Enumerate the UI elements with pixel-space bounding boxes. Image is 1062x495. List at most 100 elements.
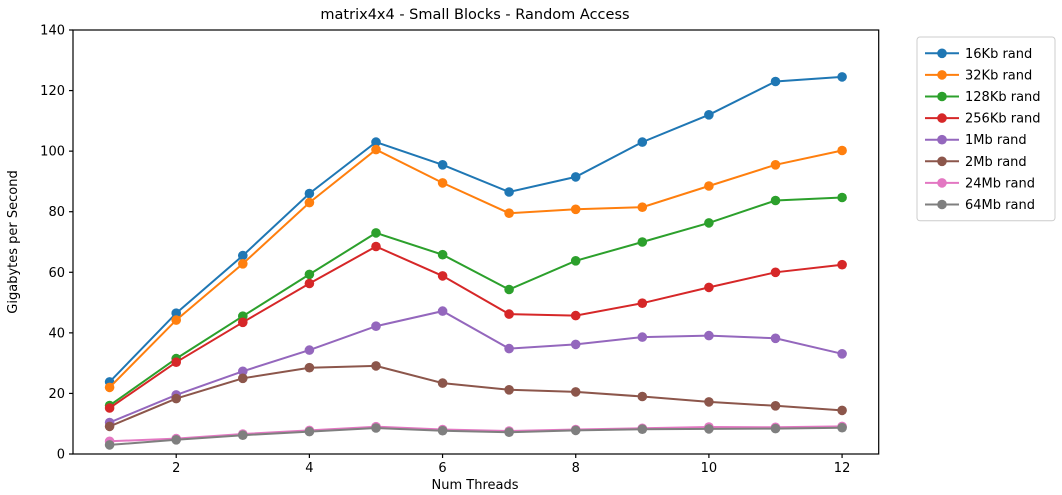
data-series — [104, 72, 847, 450]
legend-label: 2Mb rand — [965, 155, 1027, 170]
legend-item-1mb-rand: 1Mb rand — [925, 133, 1027, 148]
data-point-64mb-rand — [437, 425, 448, 436]
data-point-128kb-rand — [371, 228, 381, 238]
data-point-64mb-rand — [371, 423, 381, 433]
x-tick-label: 8 — [572, 461, 580, 476]
data-point-64mb-rand — [238, 430, 248, 441]
data-point-256kb-rand — [171, 357, 181, 368]
legend-circle-marker — [937, 70, 947, 80]
series-line-256kb-rand — [109, 245, 843, 409]
data-point-64mb-rand — [837, 422, 847, 433]
data-point-256kb-rand — [238, 317, 248, 328]
legend-label: 32Kb rand — [965, 68, 1032, 83]
data-point-16kb-rand — [171, 308, 181, 319]
legend-label: 64Mb rand — [965, 198, 1035, 213]
legend-item-32kb-rand: 32Kb rand — [925, 68, 1032, 83]
data-point-16kb-rand — [371, 137, 381, 147]
legend-circle-marker — [937, 113, 947, 123]
y-tick-label: 140 — [40, 24, 65, 39]
data-point-64mb-rand — [504, 427, 514, 438]
data-point-32kb-rand — [437, 178, 448, 188]
data-point-64mb-rand — [704, 424, 714, 434]
data-point-128kb-rand — [437, 249, 448, 260]
data-point-1mb-rand — [304, 345, 315, 355]
data-point-256kb-rand — [637, 298, 648, 309]
data-point-2mb-rand — [770, 401, 781, 411]
x-axis-label: Num Threads — [432, 478, 519, 493]
data-point-2mb-rand — [704, 397, 714, 407]
data-point-2mb-rand — [570, 387, 581, 397]
data-point-2mb-rand — [504, 385, 514, 395]
data-point-32kb-rand — [504, 208, 514, 218]
data-point-16kb-rand — [304, 188, 315, 199]
data-point-16kb-rand — [437, 160, 448, 170]
data-point-64mb-rand — [171, 435, 181, 445]
data-point-64mb-rand — [637, 424, 648, 435]
data-point-2mb-rand — [437, 378, 448, 388]
data-point-16kb-rand — [504, 187, 514, 197]
data-point-2mb-rand — [104, 421, 115, 432]
y-tick-label: 20 — [48, 387, 65, 402]
series-line-16kb-rand — [108, 75, 843, 383]
plot-frame — [72, 29, 880, 455]
data-point-256kb-rand — [304, 278, 315, 289]
data-point-2mb-rand — [171, 393, 181, 404]
data-point-256kb-rand — [770, 267, 781, 278]
data-point-256kb-rand — [570, 310, 581, 321]
data-point-1mb-rand — [570, 339, 581, 350]
legend-circle-marker — [937, 48, 947, 59]
data-point-1mb-rand — [637, 332, 648, 342]
series-line-64mb-rand — [109, 426, 843, 446]
chart-title: matrix4x4 - Small Blocks - Random Access — [320, 7, 629, 23]
series-line-24mb-rand — [109, 425, 843, 443]
series-line-32kb-rand — [108, 148, 843, 389]
data-point-2mb-rand — [837, 405, 847, 416]
data-point-256kb-rand — [704, 282, 714, 293]
data-point-32kb-rand — [238, 259, 248, 269]
data-point-1mb-rand — [770, 333, 781, 344]
legend-label: 16Kb rand — [965, 47, 1032, 62]
data-point-128kb-rand — [570, 255, 581, 266]
data-point-128kb-rand — [837, 192, 847, 203]
y-tick-label: 0 — [57, 448, 65, 463]
y-tick-label: 80 — [48, 205, 65, 220]
legend-label: 1Mb rand — [965, 133, 1027, 148]
data-point-128kb-rand — [704, 218, 714, 228]
data-point-16kb-rand — [837, 72, 847, 82]
data-point-2mb-rand — [304, 362, 315, 373]
x-tick-label: 2 — [172, 461, 180, 476]
data-point-128kb-rand — [504, 284, 514, 295]
data-point-16kb-rand — [704, 110, 714, 120]
y-tick-label: 100 — [40, 145, 65, 160]
data-point-64mb-rand — [304, 426, 315, 437]
data-point-64mb-rand — [104, 440, 115, 450]
data-point-1mb-rand — [238, 366, 248, 377]
data-point-256kb-rand — [504, 309, 514, 319]
data-point-16kb-rand — [570, 172, 581, 182]
data-point-256kb-rand — [437, 271, 448, 281]
data-point-1mb-rand — [837, 349, 847, 359]
data-point-16kb-rand — [770, 76, 781, 87]
data-point-128kb-rand — [770, 195, 781, 206]
legend-circle-marker — [937, 199, 947, 210]
legend-label: 24Mb rand — [965, 176, 1035, 191]
legend-item-64mb-rand: 64Mb rand — [925, 198, 1035, 213]
data-point-64mb-rand — [570, 425, 581, 436]
y-tick-label: 120 — [40, 84, 65, 99]
data-point-32kb-rand — [171, 315, 181, 325]
series-line-1mb-rand — [109, 310, 843, 424]
data-point-32kb-rand — [570, 204, 581, 215]
legend-circle-marker — [937, 91, 947, 102]
data-point-1mb-rand — [504, 343, 514, 354]
data-point-1mb-rand — [371, 321, 381, 332]
y-tick-label: 40 — [48, 326, 65, 341]
data-point-16kb-rand — [238, 250, 248, 261]
legend: 16Kb rand 32Kb rand 128Kb rand 256Kb rand 1M… — [916, 36, 1056, 222]
data-point-2mb-rand — [371, 361, 381, 371]
data-point-32kb-rand — [637, 202, 648, 212]
x-tick-label: 10 — [701, 461, 718, 476]
x-tick-label: 12 — [834, 461, 851, 476]
legend-circle-marker — [937, 178, 947, 188]
data-point-32kb-rand — [304, 197, 315, 208]
